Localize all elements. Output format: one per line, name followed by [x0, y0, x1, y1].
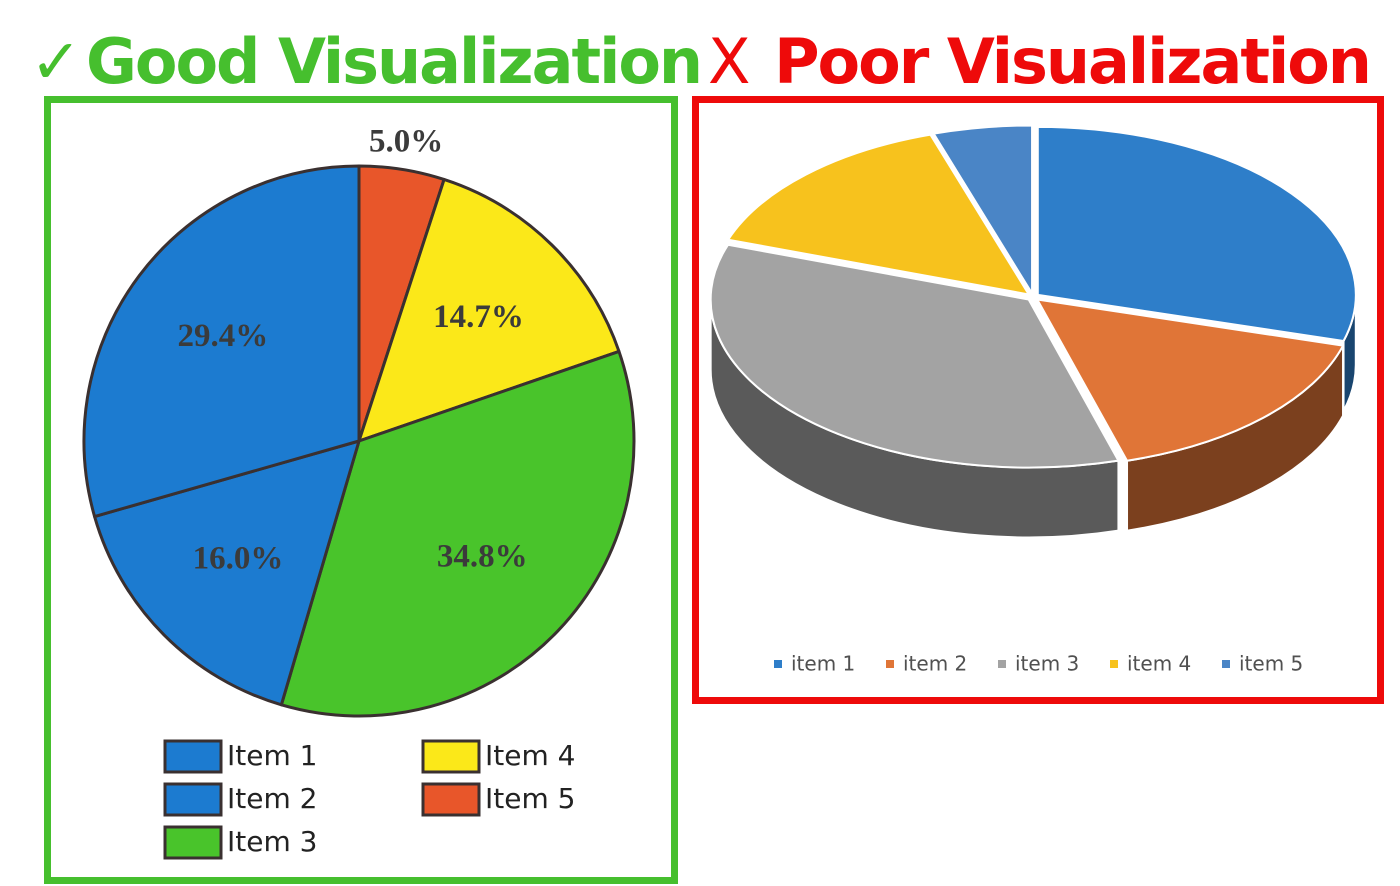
legend-swatch-item-3	[998, 660, 1006, 668]
legend-swatch-item-5	[1222, 660, 1230, 668]
legend-swatch-item-2	[886, 660, 894, 668]
legend-swatch-item-1	[774, 660, 782, 668]
legend-label-item-2: item 2	[903, 652, 967, 676]
legend-label-item-4: item 4	[1127, 652, 1191, 676]
legend-label-item-1: item 1	[791, 652, 855, 676]
legend-label-item-3: item 3	[1015, 652, 1079, 676]
legend-label-item-5: item 5	[1239, 652, 1303, 676]
legend-swatch-item-4	[1110, 660, 1118, 668]
